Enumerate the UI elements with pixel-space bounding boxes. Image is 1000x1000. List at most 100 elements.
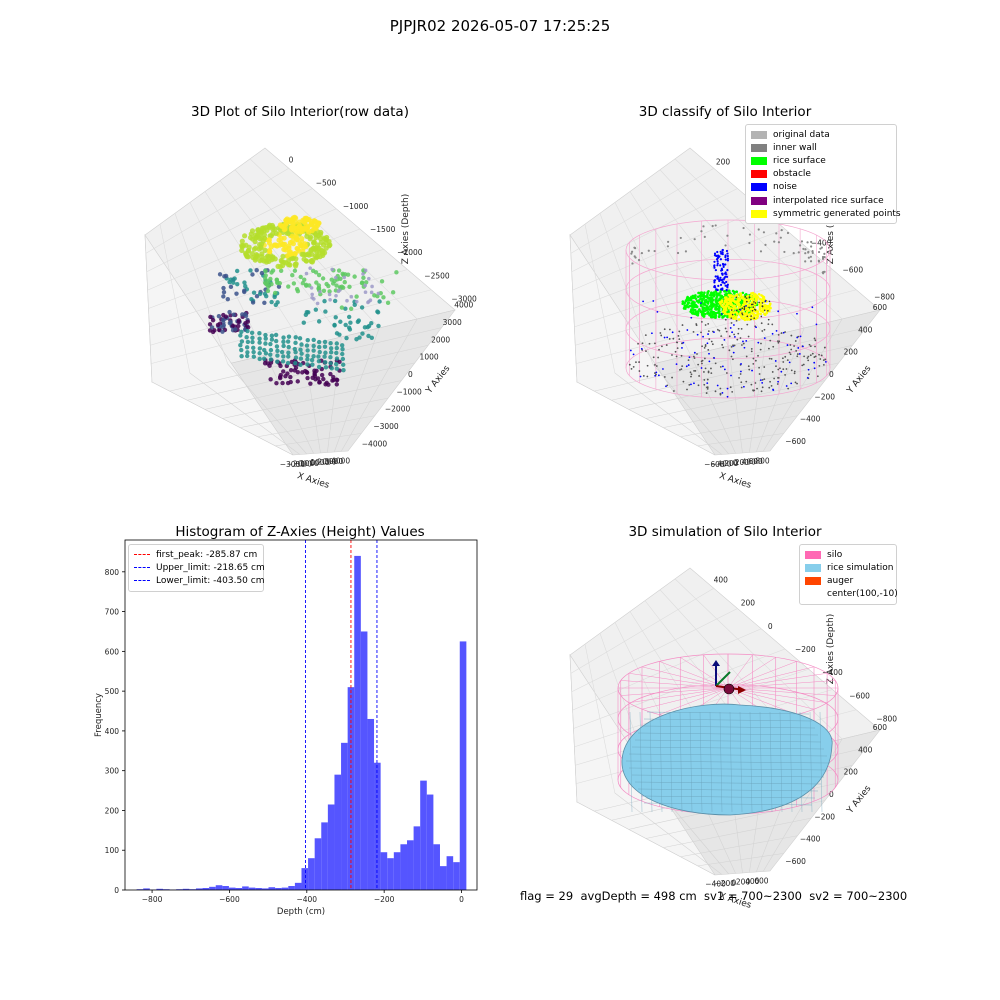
rice-surface-point [702, 302, 706, 306]
interpolated-point [793, 370, 796, 373]
interpolated-point [703, 371, 705, 373]
interpolated-point [730, 355, 733, 358]
data-point [292, 219, 298, 225]
data-point [342, 275, 347, 280]
x-tick-label: −400 [296, 895, 317, 904]
z-tick-label: −800 [874, 293, 895, 302]
noise-point [713, 260, 716, 263]
data-point [251, 345, 256, 351]
interpolated-point [750, 350, 753, 353]
x-tick-label: 600 [749, 457, 764, 466]
grid-line [240, 397, 389, 428]
data-point [306, 229, 312, 235]
noise-point [722, 265, 725, 268]
rice-surface-point [711, 313, 714, 317]
symmetric-point [756, 312, 760, 315]
rice-mesh-line [631, 746, 825, 750]
interpolated-point [721, 391, 724, 394]
data-point [268, 341, 273, 347]
z-axis-label: Z Axies (Depth) [826, 614, 836, 685]
noise-point [726, 286, 729, 289]
inner-wall-point [773, 240, 776, 243]
interpolated-point [645, 350, 647, 353]
interpolated-point [807, 359, 810, 362]
interpolated-point [701, 359, 704, 362]
data-point [336, 268, 342, 273]
interpolated-point [706, 387, 709, 390]
data-point [221, 285, 226, 291]
noise-point [726, 268, 729, 272]
symmetric-point [738, 298, 742, 301]
silo-wire-spoke [727, 687, 836, 696]
data-point [249, 330, 255, 336]
interpolated-point [695, 324, 698, 327]
rice-surface-point [728, 291, 731, 295]
interpolated-point [642, 375, 645, 377]
interpolated-point [693, 357, 696, 359]
rice-surface-point [688, 304, 692, 308]
data-point [333, 361, 339, 367]
y-tick-label: 600 [105, 647, 120, 656]
interpolated-point [761, 305, 764, 307]
symmetric-point [765, 311, 769, 315]
legend-swatch [805, 550, 821, 559]
y-tick-label: −200 [814, 392, 835, 401]
data-point [308, 381, 313, 386]
x-tick-label: 800 [755, 456, 770, 465]
interpolated-point [777, 380, 779, 383]
symmetric-point [731, 304, 734, 308]
data-point [286, 344, 291, 350]
y-tick-label: 0 [114, 886, 119, 895]
noise-point [685, 365, 688, 368]
inner-wall-point [647, 249, 650, 252]
rice-surface-point [709, 293, 712, 297]
rice-mesh-line [659, 711, 663, 813]
data-point [235, 281, 240, 287]
inner-wall-point [780, 229, 783, 232]
data-point [322, 354, 327, 359]
rice-surface-point [681, 300, 685, 303]
z-tick-label: 200 [716, 158, 731, 167]
data-point [340, 347, 345, 352]
rice-surface-point [684, 299, 688, 302]
data-point [252, 235, 258, 241]
y-axis-label: Y Axies [845, 784, 874, 817]
interpolated-point [729, 386, 732, 389]
noise-point [690, 316, 693, 319]
data-point [269, 270, 274, 275]
inner-wall-point [807, 251, 810, 254]
x-tick-label: −600 [219, 895, 240, 904]
rice-surface-point [692, 306, 695, 309]
data-point [275, 359, 280, 364]
interpolated-point [784, 374, 786, 376]
interpolated-point [733, 344, 736, 347]
interpolated-point [769, 380, 771, 383]
data-point [334, 293, 338, 298]
symmetric-point [727, 306, 731, 310]
data-point [293, 261, 299, 267]
interpolated-point [741, 313, 744, 316]
data-point [250, 339, 255, 345]
rice-surface-point [709, 310, 713, 314]
silo-wire-spoke [628, 673, 729, 689]
interpolated-point [770, 357, 773, 360]
interpolated-point [781, 357, 784, 360]
data-point [305, 348, 310, 353]
data-point [250, 335, 255, 340]
histogram-bar [439, 866, 447, 890]
data-point [265, 288, 271, 294]
noise-point [696, 333, 699, 336]
data-point [221, 317, 226, 323]
data-point [340, 356, 346, 362]
interpolated-point [666, 384, 669, 387]
noise-point [811, 306, 814, 309]
auger-axis-x-head [738, 686, 746, 694]
interpolated-point [752, 389, 754, 392]
interpolated-point [661, 345, 663, 348]
inner-wall-point [666, 245, 670, 248]
data-point [263, 341, 268, 346]
interpolated-point [782, 368, 785, 371]
data-point [278, 268, 284, 274]
interpolated-point [655, 373, 657, 376]
data-point [359, 305, 365, 310]
